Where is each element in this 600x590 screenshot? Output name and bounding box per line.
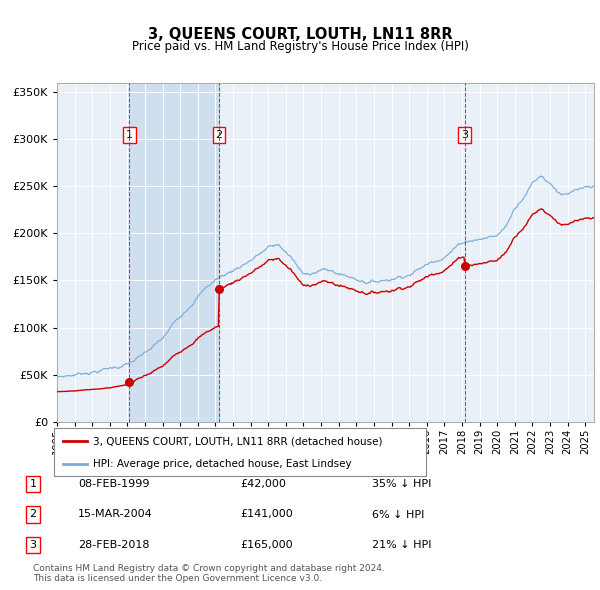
Text: Contains HM Land Registry data © Crown copyright and database right 2024.
This d: Contains HM Land Registry data © Crown c… — [33, 563, 385, 583]
Text: 1: 1 — [29, 479, 37, 489]
Text: 3, QUEENS COURT, LOUTH, LN11 8RR (detached house): 3, QUEENS COURT, LOUTH, LN11 8RR (detach… — [93, 436, 383, 446]
Text: 2: 2 — [29, 510, 37, 519]
Text: £42,000: £42,000 — [240, 479, 286, 489]
Bar — [130, 83, 219, 422]
Text: 2: 2 — [215, 130, 223, 140]
Text: 1: 1 — [126, 130, 133, 140]
Text: 3, QUEENS COURT, LOUTH, LN11 8RR: 3, QUEENS COURT, LOUTH, LN11 8RR — [148, 27, 452, 42]
Text: 21% ↓ HPI: 21% ↓ HPI — [372, 540, 431, 550]
Text: 3: 3 — [461, 130, 468, 140]
Text: HPI: Average price, detached house, East Lindsey: HPI: Average price, detached house, East… — [93, 459, 352, 469]
Text: £141,000: £141,000 — [240, 510, 293, 519]
Text: 3: 3 — [29, 540, 37, 550]
Text: 6% ↓ HPI: 6% ↓ HPI — [372, 510, 424, 519]
Text: 15-MAR-2004: 15-MAR-2004 — [78, 510, 153, 519]
Text: 28-FEB-2018: 28-FEB-2018 — [78, 540, 149, 550]
Text: Price paid vs. HM Land Registry's House Price Index (HPI): Price paid vs. HM Land Registry's House … — [131, 40, 469, 53]
Text: 08-FEB-1999: 08-FEB-1999 — [78, 479, 149, 489]
Text: 35% ↓ HPI: 35% ↓ HPI — [372, 479, 431, 489]
FancyBboxPatch shape — [54, 428, 426, 476]
Text: £165,000: £165,000 — [240, 540, 293, 550]
